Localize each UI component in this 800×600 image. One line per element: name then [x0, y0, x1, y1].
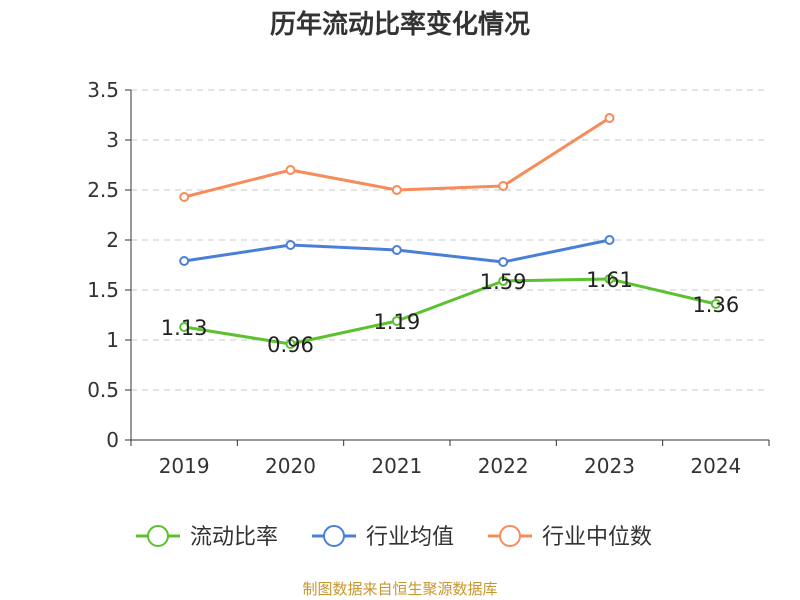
data-point[interactable] — [391, 185, 402, 195]
legend-label[interactable]: 行业中位数 — [542, 525, 652, 550]
data-point[interactable] — [604, 274, 615, 284]
y-tick-label: 1.5 — [87, 278, 119, 302]
data-point[interactable] — [604, 235, 615, 245]
data-point[interactable] — [179, 256, 190, 266]
legend-marker — [499, 525, 521, 547]
legend-marker — [147, 525, 169, 547]
x-tick-label: 2023 — [584, 454, 635, 478]
x-tick-label: 2021 — [371, 454, 422, 478]
legend-label[interactable]: 流动比率 — [190, 525, 278, 550]
data-point[interactable] — [285, 165, 296, 175]
data-point[interactable] — [179, 192, 190, 202]
series-line — [183, 277, 717, 346]
y-tick-label: 1 — [106, 328, 119, 352]
y-tick-label: 2 — [106, 228, 119, 252]
data-label: 1.36 — [692, 293, 739, 317]
x-tick-label: 2024 — [690, 454, 741, 478]
y-tick-label: 0.5 — [87, 378, 119, 402]
data-label: 1.19 — [373, 310, 420, 334]
data-point[interactable] — [391, 316, 402, 326]
chart-title: 历年流动比率变化情况 — [269, 10, 530, 40]
data-point[interactable] — [179, 322, 190, 332]
legend: 流动比率 行业均值 行业中位数 — [136, 525, 652, 550]
data-label: 1.13 — [161, 316, 208, 340]
data-point[interactable] — [285, 240, 296, 250]
data-labels: 1.13 0.96 1.19 1.59 1.61 1.36 — [161, 268, 739, 357]
data-point[interactable] — [498, 257, 509, 267]
x-tick-label: 2022 — [478, 454, 529, 478]
legend-label[interactable]: 行业均值 — [366, 525, 454, 550]
data-point[interactable] — [498, 181, 509, 191]
grid-lines — [131, 89, 769, 391]
x-tick-label: 2019 — [159, 454, 210, 478]
data-point[interactable] — [498, 276, 509, 286]
data-point[interactable] — [285, 339, 296, 349]
y-tick-label: 0 — [106, 428, 119, 452]
y-tick-label: 3 — [106, 128, 119, 152]
data-point[interactable] — [604, 113, 615, 123]
data-point[interactable] — [391, 245, 402, 255]
y-tick-label: 3.5 — [87, 78, 119, 102]
data-point[interactable] — [710, 299, 721, 309]
data-label: 1.59 — [480, 270, 527, 294]
axes: 0 0.5 1 1.5 2 2.5 3 3.5 2019 2020 2021 2022 2023 2024 — [87, 78, 770, 478]
data-label: 0.96 — [267, 333, 314, 357]
legend-marker — [323, 525, 345, 547]
y-tick-label: 2.5 — [87, 178, 119, 202]
data-label: 1.61 — [586, 268, 633, 292]
x-tick-label: 2020 — [265, 454, 316, 478]
series-lines — [179, 113, 721, 349]
source-note: 制图数据来自恒生聚源数据库 — [302, 580, 498, 598]
